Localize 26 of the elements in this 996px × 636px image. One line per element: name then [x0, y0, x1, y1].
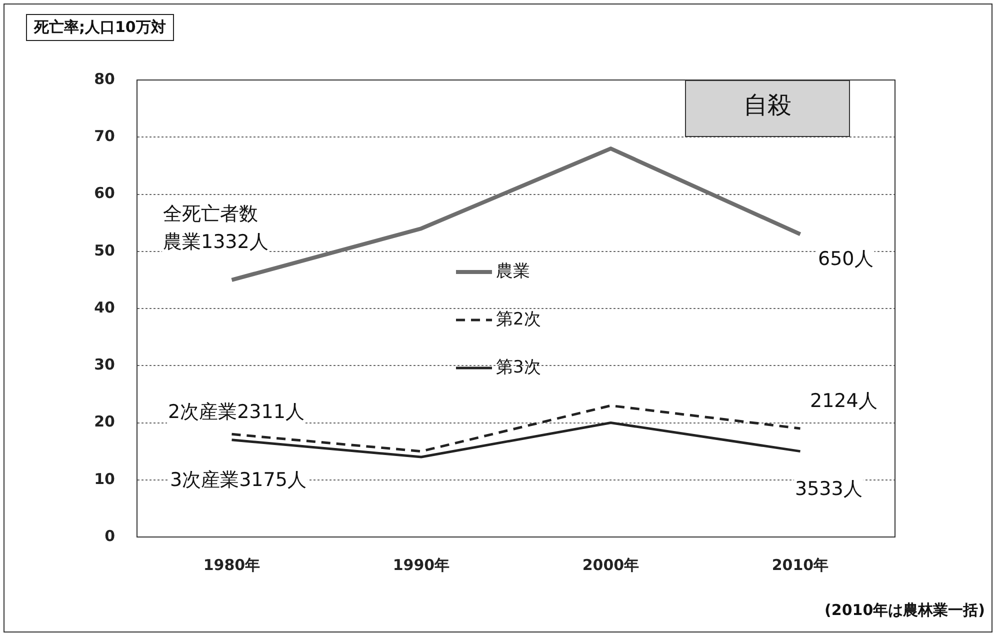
legend-label: 第2次 — [496, 309, 541, 330]
annotation: 全死亡者数 — [163, 202, 258, 225]
legend-label: 農業 — [496, 261, 530, 282]
x-tick-label: 1980年 — [203, 556, 260, 574]
y-tick-label: 20 — [94, 412, 115, 431]
y-tick-label: 60 — [94, 184, 115, 202]
annotation: 2124人 — [810, 390, 878, 412]
title-box: 自殺 — [685, 80, 850, 138]
annotation: 3次産業3175人 — [170, 468, 306, 491]
annotation: 農業1332人 — [163, 230, 268, 253]
annotation: 2次産業2311人 — [168, 400, 304, 423]
legend-label: 第3次 — [496, 357, 541, 378]
y-tick-label: 10 — [94, 470, 115, 488]
y-tick-label: 50 — [94, 241, 115, 260]
x-tick-label: 2000年 — [582, 556, 640, 574]
y-tick-label: 80 — [94, 70, 115, 88]
y-axis-title: 死亡率;人口10万対 — [26, 14, 174, 41]
y-tick-label: 0 — [104, 526, 115, 545]
text: (2010年は農林業一括) — [824, 600, 985, 619]
y-tick-label: 40 — [94, 298, 115, 316]
annotation: 3533人 — [795, 478, 862, 500]
x-tick-label: 1990年 — [392, 556, 450, 574]
y-tick-label: 30 — [94, 356, 115, 374]
annotation: 650人 — [818, 248, 874, 270]
y-tick-label: 70 — [94, 127, 115, 146]
x-tick-label: 2010年 — [772, 556, 829, 574]
